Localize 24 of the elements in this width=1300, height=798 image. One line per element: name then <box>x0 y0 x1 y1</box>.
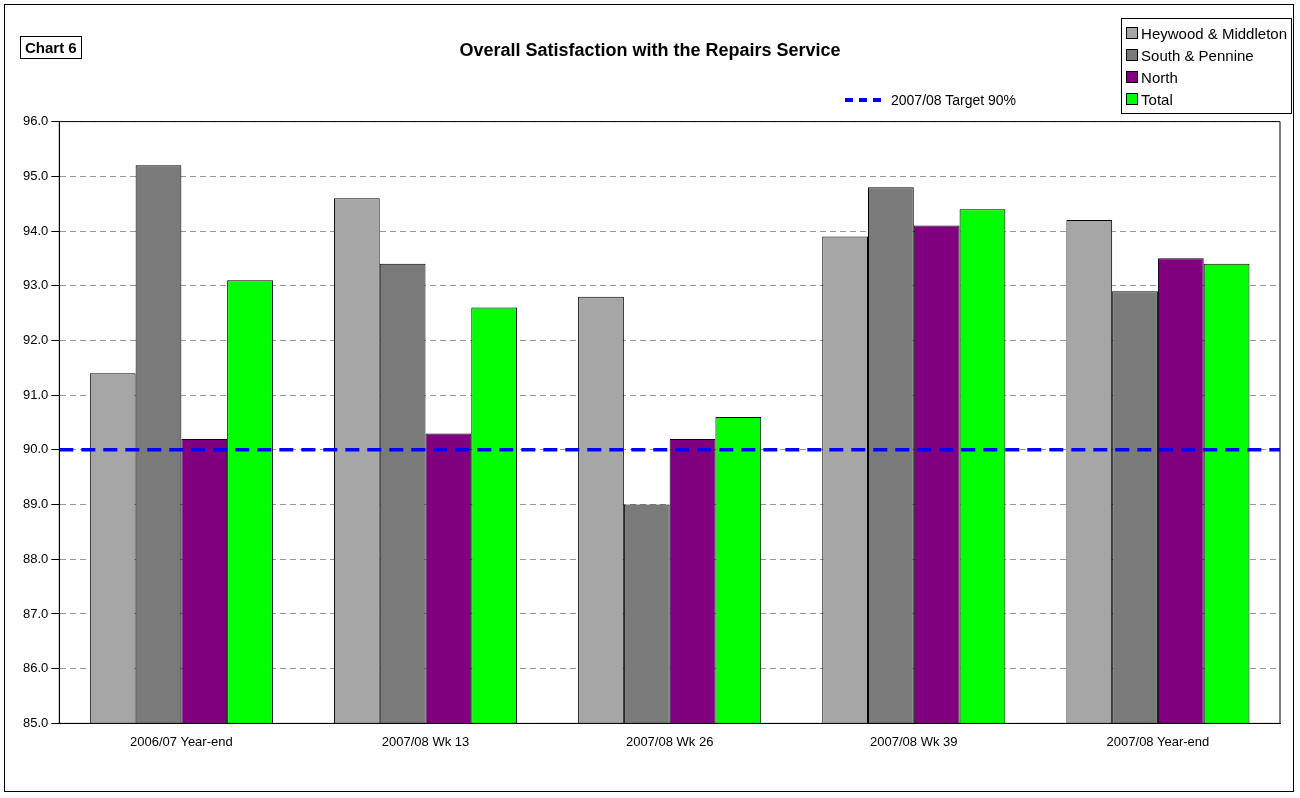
x-tick-label: 2006/07 Year-end <box>130 733 233 749</box>
y-tick-label: 92.0 <box>22 332 49 348</box>
chart-title: Overall Satisfaction with the Repairs Service <box>459 39 841 60</box>
legend-label: South & Pennine <box>1141 46 1254 64</box>
y-tick-label: 95.0 <box>22 167 49 183</box>
x-tick-label: 2007/08 Wk 26 <box>625 733 714 749</box>
legend-label: North <box>1141 68 1178 86</box>
legend-label: Heywood & Middleton <box>1141 24 1287 42</box>
y-tick-label: 89.0 <box>22 496 49 512</box>
y-tick-label: 87.0 <box>22 605 49 621</box>
y-tick-label: 90.0 <box>22 441 49 457</box>
y-tick-label: 86.0 <box>22 660 49 676</box>
y-tick-label: 85.0 <box>22 714 49 730</box>
y-tick-label: 96.0 <box>22 113 49 129</box>
x-tick-label: 2007/08 Year-end <box>1106 733 1210 749</box>
legend-label: 2007/08 Target 90% <box>891 91 1017 108</box>
y-tick-label: 94.0 <box>22 222 49 238</box>
y-tick-label: 88.0 <box>22 550 49 566</box>
legend-label: Total <box>1141 90 1173 108</box>
y-tick-label: 91.0 <box>22 386 49 402</box>
caption: Chart 6 <box>20 36 82 59</box>
x-tick-label: 2007/08 Wk 39 <box>870 733 958 749</box>
y-tick-label: 93.0 <box>22 277 49 293</box>
x-tick-label: 2007/08 Wk 13 <box>381 733 470 749</box>
